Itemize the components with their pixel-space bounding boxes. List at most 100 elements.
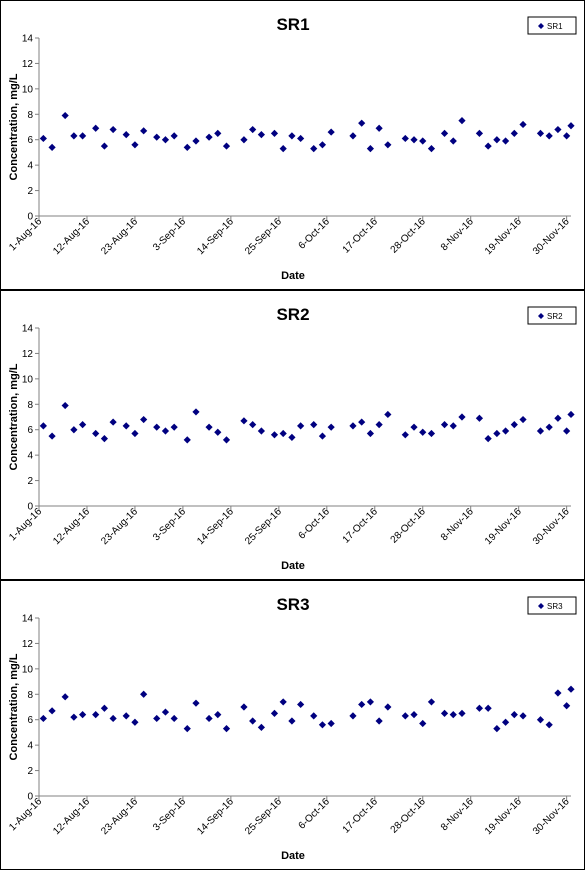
data-point bbox=[131, 429, 139, 438]
data-point bbox=[519, 120, 527, 129]
data-point bbox=[563, 427, 571, 435]
data-point bbox=[545, 721, 553, 729]
x-tick-label: 30-Nov-16 bbox=[531, 506, 572, 547]
data-point bbox=[510, 421, 518, 429]
data-point bbox=[458, 117, 466, 125]
data-point bbox=[170, 423, 178, 431]
y-tick-label: 10 bbox=[22, 374, 34, 385]
data-point bbox=[109, 714, 117, 723]
chart-title: SR2 bbox=[276, 305, 309, 324]
y-tick-label: 12 bbox=[22, 59, 34, 70]
y-tick-label: 14 bbox=[22, 34, 34, 45]
x-tick-label: 12-Aug-16 bbox=[51, 216, 92, 257]
data-point bbox=[240, 417, 248, 425]
data-point bbox=[419, 428, 427, 436]
y-tick-label: 8 bbox=[27, 110, 33, 121]
data-point bbox=[161, 136, 170, 144]
x-tick-label: 14-Sep-16 bbox=[195, 796, 236, 837]
x-tick-label: 28-Oct-16 bbox=[389, 216, 429, 256]
legend-box bbox=[527, 596, 577, 615]
y-tick-label: 14 bbox=[22, 614, 34, 625]
data-point bbox=[327, 423, 335, 431]
data-point bbox=[427, 429, 436, 438]
x-tick-label: 8-Nov-16 bbox=[439, 216, 476, 253]
data-point bbox=[554, 689, 562, 697]
data-point bbox=[358, 119, 366, 127]
data-point bbox=[192, 408, 200, 416]
x-tick-label: 14-Sep-16 bbox=[195, 216, 236, 257]
chart-panel-sr1: SR1 0 2 4 6 8 10 12 14 1-Aug-16 12-Aug-16 23-Aug-16… bbox=[0, 0, 585, 290]
data-point bbox=[554, 414, 562, 422]
legend-label: SR2 bbox=[547, 312, 563, 321]
x-tick-label: 23-Aug-16 bbox=[99, 796, 140, 837]
x-tick-label: 28-Oct-16 bbox=[389, 506, 429, 546]
data-point bbox=[100, 142, 109, 150]
x-axis-label: Date bbox=[281, 850, 305, 862]
data-point bbox=[401, 712, 409, 720]
data-point bbox=[501, 427, 510, 435]
data-point bbox=[279, 429, 287, 438]
data-point bbox=[440, 421, 449, 429]
legend: SR3 bbox=[527, 596, 577, 615]
data-point bbox=[70, 132, 78, 140]
x-tick-label: 1-Aug-16 bbox=[7, 796, 44, 833]
data-point bbox=[140, 127, 148, 135]
chart-panel-sr3: SR3 0 2 4 6 8 10 12 14 1-Aug-16 12-Aug-16 23-Aug-16… bbox=[0, 580, 585, 870]
data-point bbox=[475, 414, 484, 422]
data-point bbox=[288, 717, 296, 725]
y-tick-label: 6 bbox=[27, 135, 33, 146]
data-point bbox=[449, 422, 457, 430]
data-point bbox=[131, 141, 139, 149]
data-point bbox=[214, 711, 222, 719]
y-tick-label: 4 bbox=[27, 161, 33, 172]
data-point bbox=[519, 415, 527, 424]
data-point bbox=[122, 131, 130, 139]
data-point bbox=[475, 704, 484, 712]
x-tick-label: 12-Aug-16 bbox=[51, 796, 92, 837]
data-point bbox=[563, 702, 571, 710]
data-point bbox=[39, 714, 47, 723]
legend: SR1 bbox=[527, 16, 577, 35]
data-point bbox=[510, 711, 518, 719]
y-tick-label: 2 bbox=[27, 476, 33, 487]
data-point bbox=[257, 723, 265, 731]
data-point bbox=[270, 431, 279, 439]
data-point bbox=[288, 132, 296, 140]
data-point bbox=[214, 129, 222, 137]
data-point bbox=[375, 717, 383, 725]
y-tick-label: 0 bbox=[27, 212, 33, 223]
y-tick-label: 8 bbox=[27, 400, 33, 411]
data-point bbox=[288, 433, 296, 441]
data-point bbox=[419, 719, 427, 728]
x-tick-label: 6-Oct-16 bbox=[297, 796, 333, 832]
data-point bbox=[70, 713, 78, 721]
data-point bbox=[92, 429, 100, 438]
x-tick-label: 6-Oct-16 bbox=[297, 216, 333, 252]
data-point bbox=[61, 111, 69, 120]
data-point bbox=[327, 128, 335, 136]
chart-sr3: SR3 0 2 4 6 8 10 12 14 1-Aug-16 12-Aug-16 23-Aug-16… bbox=[7, 595, 577, 862]
data-point bbox=[318, 721, 327, 729]
x-tick-label: 1-Aug-16 bbox=[7, 216, 44, 253]
data-point bbox=[384, 410, 392, 419]
data-point bbox=[493, 136, 501, 144]
data-point bbox=[410, 711, 418, 719]
data-point bbox=[567, 410, 575, 419]
data-point bbox=[519, 712, 527, 720]
data-point bbox=[249, 421, 257, 429]
x-tick-label: 23-Aug-16 bbox=[99, 506, 140, 547]
y-tick-label: 2 bbox=[27, 186, 33, 197]
data-point bbox=[109, 125, 117, 134]
data-point bbox=[161, 427, 170, 435]
data-point bbox=[297, 422, 305, 430]
data-point bbox=[100, 704, 109, 712]
data-point bbox=[427, 145, 436, 153]
data-point bbox=[92, 711, 100, 719]
x-tick-label: 23-Aug-16 bbox=[99, 216, 140, 257]
y-axis-label: Concentration, mg/L bbox=[8, 363, 20, 470]
data-point bbox=[240, 703, 248, 711]
data-point bbox=[401, 134, 409, 143]
y-axis-label: Concentration, mg/L bbox=[8, 73, 20, 180]
data-point bbox=[183, 143, 191, 151]
data-point bbox=[440, 129, 449, 137]
